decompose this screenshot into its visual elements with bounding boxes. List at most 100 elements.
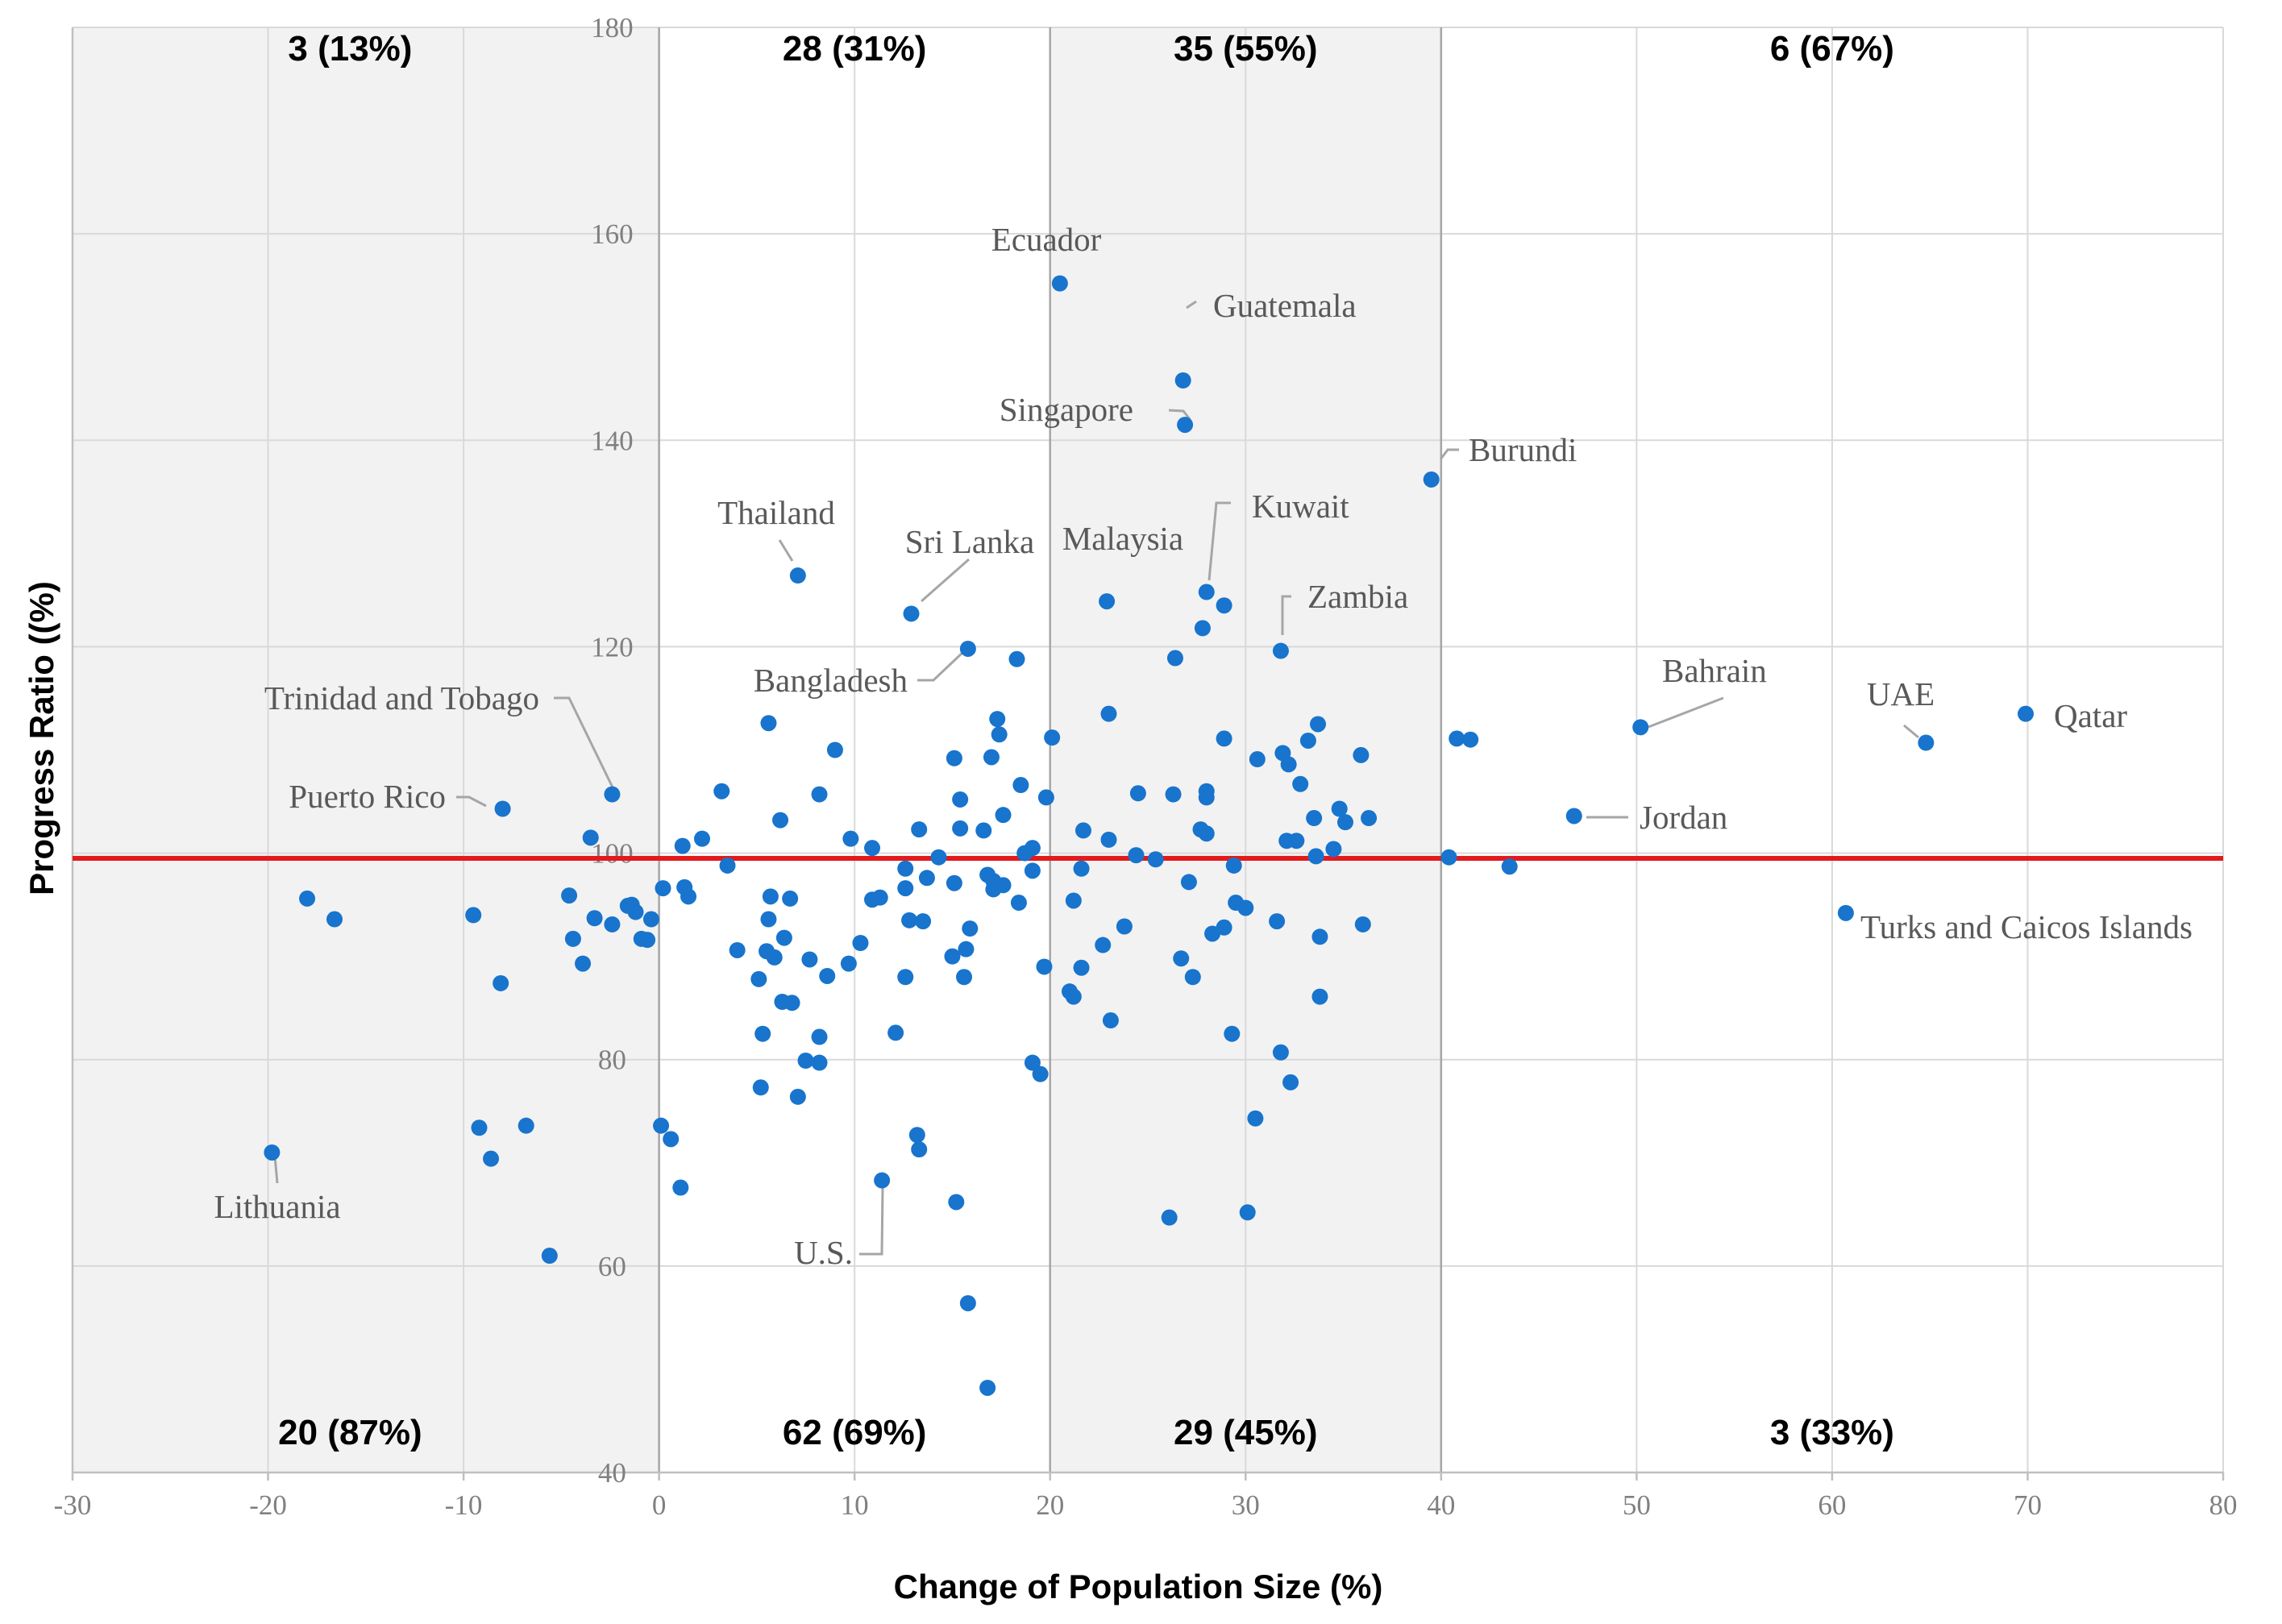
- data-point: [864, 840, 881, 857]
- data-point: [760, 911, 777, 928]
- data-point: [575, 955, 592, 972]
- annotation-label: Singapore: [1000, 391, 1133, 428]
- data-point: [642, 911, 659, 928]
- y-axis-title: Progress Ratio ((%): [23, 581, 60, 895]
- data-point: [1299, 732, 1316, 749]
- data-point: [1288, 833, 1305, 849]
- data-point: [582, 829, 599, 846]
- data-point: [483, 1150, 500, 1167]
- data-point: [623, 896, 640, 913]
- annotation-leader: [1903, 724, 1919, 739]
- data-point: [1272, 1044, 1289, 1061]
- data-point: [1361, 810, 1378, 827]
- data-point: [1325, 841, 1342, 858]
- data-point: [1272, 642, 1289, 659]
- x-tick-label: 70: [2014, 1489, 2042, 1521]
- annotation-leader: [859, 1186, 884, 1256]
- data-point: [1016, 845, 1033, 862]
- annotation-leader: [456, 795, 487, 808]
- annotation-label: Turks and Caicos Islands: [1860, 908, 2193, 945]
- data-point: [518, 1117, 534, 1134]
- annotation-leader: [1168, 409, 1191, 420]
- data-point: [887, 1024, 904, 1041]
- data-point: [842, 830, 859, 847]
- region-count-label: 28 (31%): [783, 29, 927, 69]
- data-point: [811, 786, 828, 803]
- x-tick-label: 40: [1427, 1489, 1455, 1521]
- data-point: [1095, 937, 1112, 953]
- data-point: [1354, 916, 1371, 932]
- data-point: [674, 837, 691, 854]
- data-point: [655, 880, 671, 897]
- x-tick-label: -20: [249, 1489, 287, 1521]
- x-tick-label: 10: [841, 1489, 869, 1521]
- data-point: [762, 888, 779, 905]
- data-point: [1073, 860, 1090, 877]
- data-point: [1216, 919, 1232, 936]
- data-point: [1311, 988, 1328, 1005]
- data-point: [1837, 904, 1854, 921]
- data-point: [1423, 471, 1440, 488]
- annotation-label: Sri Lanka: [905, 523, 1035, 560]
- data-point: [299, 890, 316, 907]
- data-point: [897, 860, 914, 877]
- x-tick-label: 60: [1818, 1489, 1846, 1521]
- data-point: [897, 880, 914, 897]
- y-tick-label: 60: [598, 1251, 626, 1282]
- data-point: [1269, 913, 1286, 930]
- annotation-label: UAE: [1867, 675, 1935, 712]
- data-point: [959, 640, 976, 657]
- data-point: [1331, 800, 1348, 817]
- data-point: [911, 821, 928, 838]
- annotation-leader: [778, 539, 794, 562]
- annotation-label: U.S.: [794, 1234, 853, 1271]
- data-point: [959, 1294, 976, 1311]
- data-point: [1161, 1209, 1178, 1226]
- x-tick-label: -30: [54, 1489, 92, 1521]
- data-point: [956, 969, 973, 986]
- annotation-leader: [917, 650, 966, 682]
- data-point: [1044, 729, 1061, 746]
- annotation-label: Ecuador: [991, 221, 1102, 258]
- y-tick-label: 80: [598, 1045, 626, 1076]
- data-point: [915, 913, 932, 930]
- data-point: [944, 948, 961, 965]
- data-point: [680, 888, 697, 905]
- data-point: [1198, 825, 1215, 842]
- data-point: [1100, 705, 1117, 722]
- data-point: [874, 1172, 891, 1189]
- data-point: [1440, 849, 1457, 866]
- data-point: [989, 711, 1006, 728]
- annotation-leader: [1439, 448, 1459, 460]
- data-point: [1336, 814, 1353, 831]
- y-tick-label: 120: [591, 631, 634, 662]
- annotation-label: Guatemala: [1213, 287, 1357, 324]
- annotation-label: Trinidad and Tobago: [264, 679, 539, 716]
- annotation-leader: [554, 696, 614, 788]
- data-point: [897, 969, 914, 986]
- data-point: [1174, 372, 1191, 389]
- data-point: [782, 890, 799, 907]
- region-count-label: 62 (69%): [783, 1413, 927, 1452]
- data-point: [1147, 851, 1164, 868]
- annotation-label: Jordan: [1640, 799, 1727, 836]
- data-point: [1310, 716, 1327, 733]
- data-point: [713, 783, 730, 800]
- data-point: [1632, 719, 1649, 736]
- y-tick-label: 140: [591, 425, 634, 456]
- data-point: [952, 820, 969, 837]
- data-point: [1249, 751, 1266, 768]
- data-point: [1032, 1065, 1049, 1082]
- data-point: [811, 1054, 828, 1071]
- data-point: [1216, 730, 1232, 747]
- data-point: [1177, 417, 1194, 434]
- data-point: [750, 970, 767, 987]
- data-point: [789, 567, 806, 584]
- data-point: [948, 1194, 965, 1211]
- annotation-label: Bahrain: [1662, 652, 1767, 689]
- data-point: [561, 887, 578, 904]
- data-point: [604, 916, 621, 932]
- data-point: [1449, 730, 1465, 747]
- data-point: [471, 1119, 488, 1136]
